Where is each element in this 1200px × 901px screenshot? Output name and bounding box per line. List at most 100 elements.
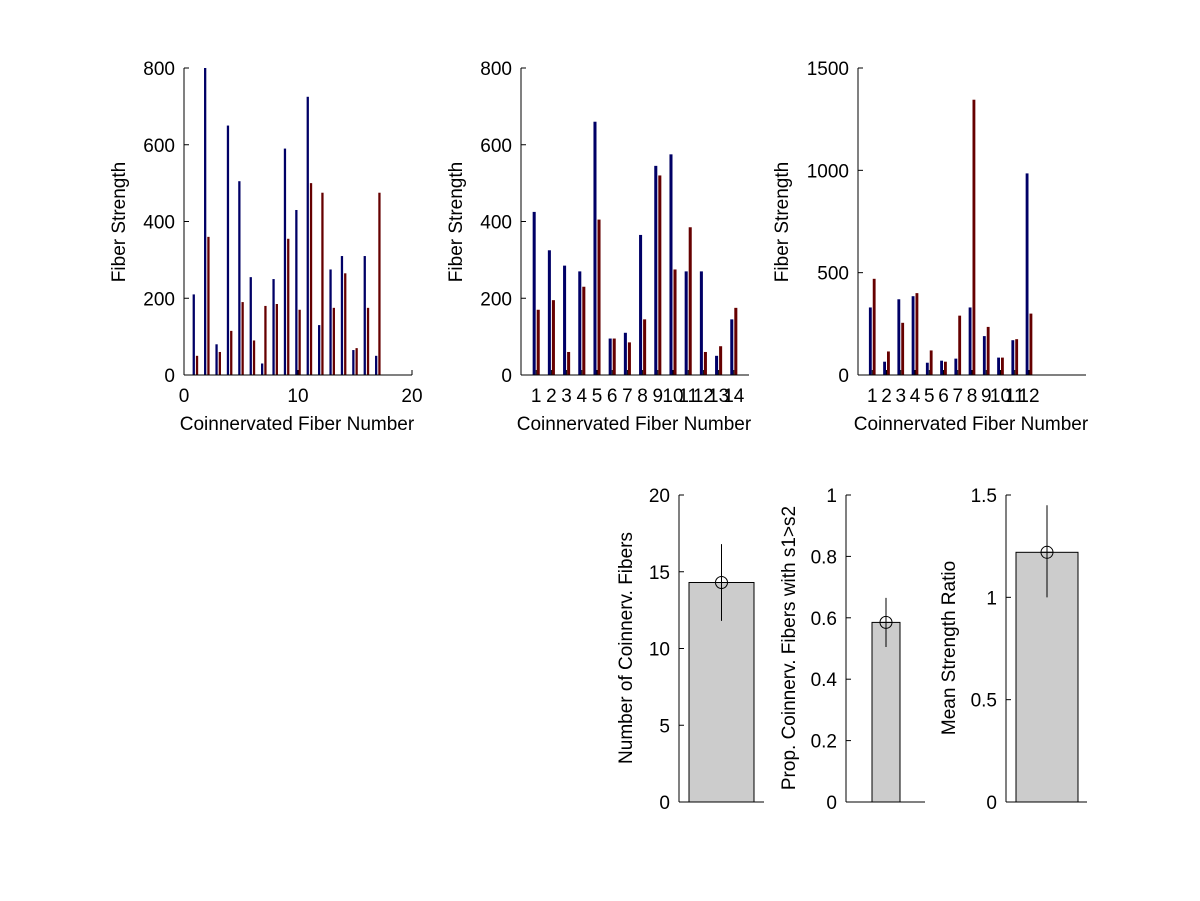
top-left-bar-s2-3 xyxy=(218,351,221,375)
ratio-y-axis-label: Mean Strength Ratio xyxy=(939,561,960,735)
top-right-bar-s2-11 xyxy=(1015,339,1019,375)
top-left-x-tick-label: 10 xyxy=(287,386,308,407)
top-right-bar-s2-9 xyxy=(986,326,990,375)
top-right-bar-s2-2 xyxy=(887,351,890,375)
top-right-x-tick-label: 12 xyxy=(1018,386,1039,407)
top-middle-x-axis-label: Coinnervated Fiber Number xyxy=(517,414,752,435)
top-right-bar-s1-9 xyxy=(982,336,986,375)
top-right-x-tick-label: 5 xyxy=(924,386,935,407)
top-middle-fiber-strength-chart: Fiber Strength Coinnervated Fiber Number… xyxy=(446,59,752,435)
top-left-bar-s2-11 xyxy=(309,183,313,375)
top-right-x-tick-label: 1 xyxy=(867,386,878,407)
top-middle-bar-s2-11 xyxy=(688,227,692,375)
proportion-y-tick-label: 1 xyxy=(826,486,837,507)
top-middle-bar-s2-4 xyxy=(582,286,586,375)
proportion-y-tick-label: 0 xyxy=(826,793,837,814)
top-left-bar-s1-6 xyxy=(249,277,252,375)
top-right-y-tick-label: 0 xyxy=(838,366,849,387)
top-middle-bar-s2-7 xyxy=(627,342,631,375)
top-middle-bar-s1-11 xyxy=(684,271,688,375)
top-right-x-tick-label: 10 xyxy=(990,386,1011,407)
top-right-bar-s2-3 xyxy=(901,322,905,375)
top-right-x-tick-label: 9 xyxy=(981,386,992,407)
top-right-y-tick-label: 500 xyxy=(817,264,849,285)
top-right-bar-s2-7 xyxy=(958,315,962,375)
top-middle-bar-s1-12 xyxy=(699,271,703,375)
top-left-y-tick-label: 800 xyxy=(143,59,175,80)
top-left-bar-s1-10 xyxy=(295,209,298,375)
top-right-x-tick-label: 6 xyxy=(938,386,949,407)
top-middle-bar-s1-8 xyxy=(639,234,643,375)
top-right-bar-s2-8 xyxy=(972,99,976,376)
top-right-bar-s1-1 xyxy=(868,307,872,375)
top-left-fiber-strength-chart: Fiber Strength Coinnervated Fiber Number… xyxy=(109,59,423,435)
proportion-s1-greater-chart: Prop. Coinnerv. Fibers with s1>s2 0 0.2 0.… xyxy=(779,486,925,814)
ratio-y-tick-label: 1.5 xyxy=(971,486,997,507)
coinnervated-fiber-count-chart: Number of Coinnerv. Fibers 0 5 10 15 20 xyxy=(616,486,764,814)
top-middle-x-tick-label: 7 xyxy=(622,386,633,407)
top-left-bar-s2-9 xyxy=(287,238,290,375)
top-middle-bar-s1-5 xyxy=(593,121,597,375)
top-middle-bar-s1-2 xyxy=(547,250,551,375)
top-middle-bar-s1-14 xyxy=(730,319,734,375)
top-middle-x-tick-label: 4 xyxy=(577,386,588,407)
top-left-bar-s2-10 xyxy=(298,309,301,375)
top-middle-x-tick-label: 8 xyxy=(637,386,648,407)
top-middle-bar-s1-1 xyxy=(532,211,536,375)
top-middle-y-axis-label: Fiber Strength xyxy=(446,162,467,282)
top-middle-bar-s1-13 xyxy=(715,355,719,375)
top-right-bar-s1-10 xyxy=(997,357,1000,375)
top-right-bar-s2-6 xyxy=(944,361,947,375)
count-y-tick-label: 0 xyxy=(659,793,670,814)
top-left-bar-s1-15 xyxy=(352,350,355,375)
top-middle-y-tick-label: 200 xyxy=(480,289,512,310)
count-y-tick-label: 10 xyxy=(649,640,670,661)
top-left-x-tick-label: 0 xyxy=(179,386,190,407)
top-middle-bar-s1-4 xyxy=(578,271,582,375)
top-right-bar-s2-5 xyxy=(929,350,933,375)
top-right-bar-s1-3 xyxy=(897,299,901,375)
top-middle-bar-s2-5 xyxy=(597,219,601,375)
top-middle-x-tick-label: 5 xyxy=(592,386,603,407)
top-left-bar-s1-16 xyxy=(363,256,366,375)
top-left-bar-s1-14 xyxy=(340,256,344,375)
top-left-bar-s1-13 xyxy=(329,269,332,375)
top-middle-x-tick-label: 9 xyxy=(653,386,664,407)
top-right-bar-s1-5 xyxy=(925,362,929,375)
top-middle-x-tick-label: 10 xyxy=(662,386,683,407)
ratio-y-tick-label: 1 xyxy=(986,588,997,609)
top-left-y-axis-label: Fiber Strength xyxy=(109,162,130,282)
top-left-bar-s1-12 xyxy=(318,325,321,375)
top-middle-bar-s2-2 xyxy=(551,300,555,375)
top-left-bar-s2-17 xyxy=(378,192,381,375)
top-left-bar-s2-4 xyxy=(230,330,233,375)
top-left-bar-s2-12 xyxy=(321,192,324,375)
top-left-bar-s2-7 xyxy=(264,305,267,375)
top-right-x-axis-label: Coinnervated Fiber Number xyxy=(854,414,1089,435)
top-left-bar-s2-5 xyxy=(241,302,244,375)
top-right-bar-s2-12 xyxy=(1029,313,1033,375)
top-middle-bar-s2-13 xyxy=(719,346,723,375)
top-middle-x-tick-label: 3 xyxy=(561,386,572,407)
top-right-y-axis-label: Fiber Strength xyxy=(772,162,793,282)
top-middle-x-tick-label: 11 xyxy=(678,386,698,407)
ratio-y-tick-label: 0 xyxy=(986,793,997,814)
top-left-bar-s1-1 xyxy=(192,294,195,375)
top-left-y-tick-label: 200 xyxy=(143,289,175,310)
top-middle-bar-s1-9 xyxy=(654,165,658,375)
top-middle-x-tick-label: 6 xyxy=(607,386,618,407)
top-left-bar-s2-2 xyxy=(207,236,210,375)
top-right-x-tick-label: 8 xyxy=(967,386,978,407)
top-left-bar-s1-2 xyxy=(204,68,207,375)
top-left-y-tick-label: 0 xyxy=(164,366,175,387)
top-left-bar-s2-14 xyxy=(344,273,347,375)
top-right-bar-s1-12 xyxy=(1025,173,1029,375)
top-right-bar-s2-10 xyxy=(1001,357,1004,375)
top-right-bar-s1-8 xyxy=(968,307,972,375)
top-left-bar-s1-8 xyxy=(272,279,275,375)
proportion-y-tick-label: 0.6 xyxy=(811,609,837,630)
top-right-y-tick-label: 1000 xyxy=(807,161,849,182)
top-right-bar-s1-11 xyxy=(1011,340,1015,375)
